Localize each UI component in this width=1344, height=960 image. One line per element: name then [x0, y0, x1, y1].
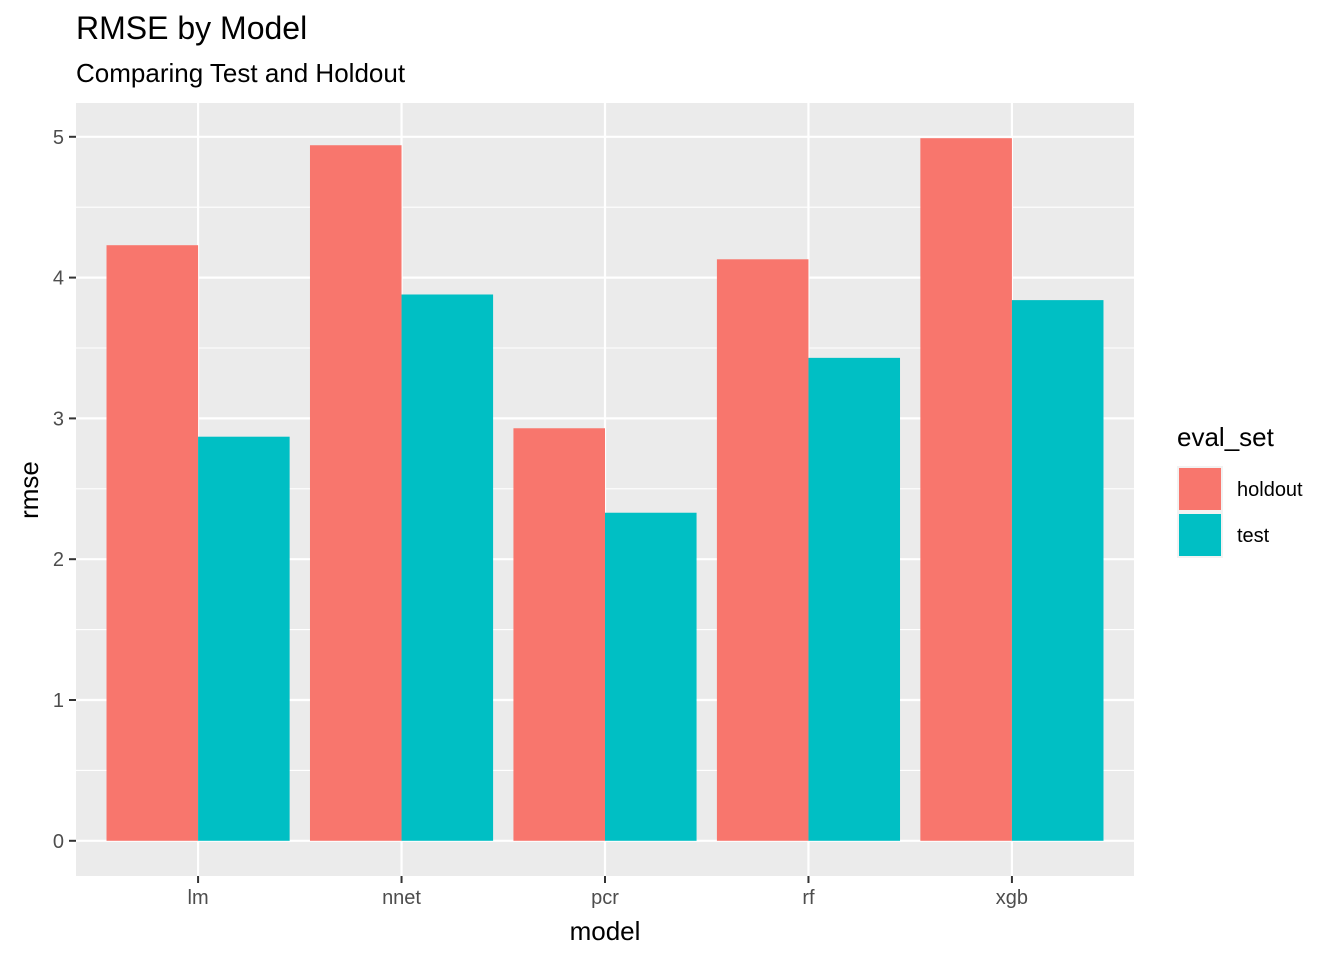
bar-holdout-xgb: [920, 138, 1012, 841]
legend-key-holdout: [1179, 468, 1221, 510]
x-tick-label-pcr: pcr: [591, 887, 619, 909]
y-tick-label: 0: [53, 831, 64, 853]
bar-test-rf: [808, 357, 901, 841]
y-tick-label: 3: [53, 408, 64, 430]
chart-title: RMSE by Model: [76, 10, 307, 46]
bar-holdout-pcr: [513, 428, 605, 841]
legend-label-holdout: holdout: [1237, 479, 1303, 501]
bars: [106, 138, 1104, 841]
bar-holdout-lm: [106, 245, 199, 841]
x-axis-title: model: [570, 916, 641, 946]
bar-test-lm: [198, 436, 290, 841]
x-tick-label-xgb: xgb: [996, 887, 1028, 909]
bar-test-nnet: [401, 294, 494, 841]
bar-holdout-rf: [716, 259, 809, 841]
legend-label-test: test: [1237, 525, 1270, 547]
x-axis-ticks: lm nnet pcr rf xgb: [188, 876, 1028, 909]
y-axis-ticks: 0 1 2 3 4 5: [53, 127, 76, 853]
x-tick-label-nnet: nnet: [382, 887, 421, 909]
x-tick-label-rf: rf: [802, 887, 815, 909]
y-tick-label: 1: [53, 690, 64, 712]
legend: eval_set holdout test: [1177, 422, 1303, 558]
y-axis-title: rmse: [14, 461, 44, 519]
bar-test-xgb: [1011, 300, 1104, 841]
y-tick-label: 2: [53, 549, 64, 571]
legend-key-test: [1179, 514, 1221, 556]
bar-test-pcr: [605, 512, 697, 841]
bar-holdout-nnet: [309, 145, 402, 841]
y-tick-label: 5: [53, 127, 64, 149]
chart-subtitle: Comparing Test and Holdout: [76, 58, 406, 88]
y-tick-label: 4: [53, 268, 64, 290]
legend-title: eval_set: [1177, 422, 1275, 452]
x-tick-label-lm: lm: [188, 887, 209, 909]
